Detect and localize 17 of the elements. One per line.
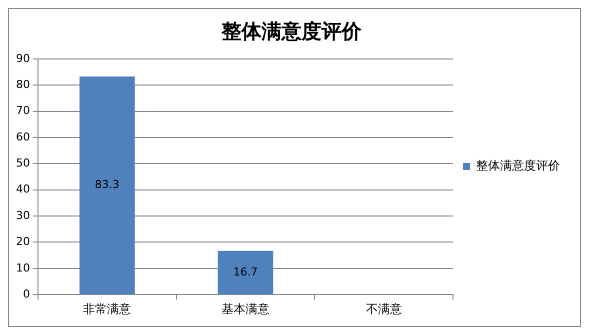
y-tick-label: 50: [16, 156, 30, 170]
y-tick-label: 20: [16, 235, 30, 248]
y-tick-label: 60: [16, 130, 30, 144]
chart-title: 整体满意度评价: [220, 19, 362, 44]
x-tick-label: 非常满意: [83, 302, 132, 316]
y-tick-label: 0: [22, 287, 30, 300]
data-label: 83.3: [94, 178, 120, 192]
data-label: 16.7: [233, 265, 258, 278]
legend-label: 整体满意度评价: [476, 158, 560, 173]
y-tick-label: 40: [16, 182, 30, 196]
x-tick-label: 不满意: [366, 302, 402, 316]
y-tick-label: 90: [16, 52, 30, 65]
y-tick-label: 70: [16, 104, 30, 118]
y-tick-label: 80: [16, 78, 30, 92]
x-tick-label: 基本满意: [222, 302, 270, 316]
y-tick-label: 30: [16, 208, 30, 222]
y-tick-label: 10: [16, 261, 30, 274]
